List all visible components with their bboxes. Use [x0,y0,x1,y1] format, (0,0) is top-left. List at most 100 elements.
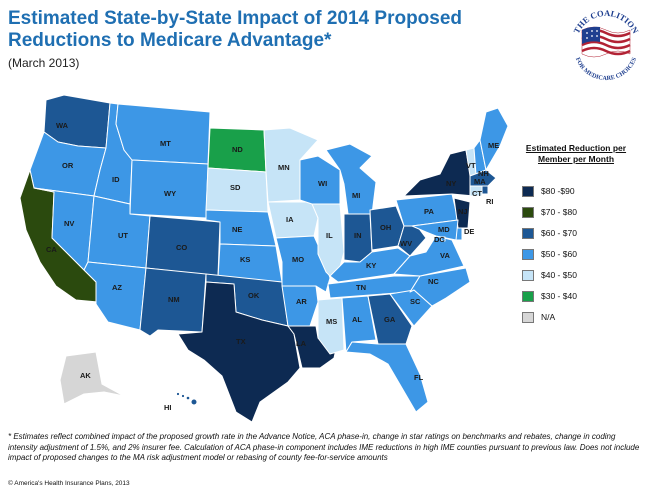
label-ME: ME [488,141,499,150]
state-WV[interactable] [397,221,427,257]
label-MS: MS [326,317,337,326]
label-SC: SC [410,297,421,306]
legend-item: N/A [522,307,642,327]
state-ME[interactable] [479,107,509,171]
legend-label: $60 - $70 [541,228,577,238]
label-MD: MD [438,225,450,234]
label-OR: OR [62,161,74,170]
label-NH: NH [478,169,489,178]
state-MS[interactable] [317,297,345,355]
label-FL: FL [414,373,424,382]
coalition-logo: THE COALITION FOR MEDICARE CHOICES [571,8,641,82]
label-HI: HI [164,403,172,412]
state-AK[interactable] [59,351,125,405]
label-NY: NY [446,179,456,188]
legend-items: $80 -$90 $70 - $80 $60 - $70 $50 - $60 $40 -… [522,181,642,327]
legend-item: $60 - $70 [522,223,642,243]
state-AL[interactable] [341,295,377,353]
state-NY[interactable] [403,149,475,197]
flag-icon [581,26,631,58]
state-LA[interactable] [287,325,339,369]
legend-item: $40 - $50 [522,265,642,285]
label-NJ: NJ [458,207,468,216]
state-GA[interactable] [367,293,413,345]
legend-swatch [522,227,534,239]
legend-item: $80 -$90 [522,181,642,201]
legend-swatch [522,269,534,281]
legend-swatch [522,290,534,302]
legend-title: Estimated Reduction per Member per Month [525,143,627,164]
state-MD[interactable] [411,219,459,241]
label-CT: CT [472,189,482,198]
label-IN: IN [354,231,362,240]
state-FL[interactable] [345,341,429,413]
label-KS: KS [240,255,250,264]
label-PA: PA [424,207,434,216]
label-WY: WY [164,189,176,198]
label-SD: SD [230,183,241,192]
state-TX[interactable] [177,281,301,423]
label-MN: MN [278,163,290,172]
label-RI: RI [486,197,494,206]
legend-label: $80 -$90 [541,186,575,196]
page-subtitle: (March 2013) [8,56,80,70]
label-IA: IA [286,215,294,224]
label-LA: LA [296,339,307,348]
label-MA: MA [474,177,486,186]
label-MI: MI [352,191,360,200]
label-WV: WV [400,239,412,248]
legend-label: $70 - $80 [541,207,577,217]
label-DE: DE [464,227,474,236]
label-KY: KY [366,261,376,270]
page-title: Estimated State-by-State Impact of 2014 … [8,8,463,51]
label-AR: AR [296,297,307,306]
state-MA[interactable] [469,169,497,187]
footnote: * Estimates reflect combined impact of t… [8,432,640,462]
label-VA: VA [440,251,450,260]
state-RI[interactable] [481,185,489,195]
label-ND: ND [232,145,243,154]
state-labels: WA OR CA NV ID MT WY UT AZ CO NM ND SD N… [46,121,499,412]
legend: Estimated Reduction per Member per Month… [522,143,642,328]
state-HI[interactable] [175,391,198,406]
state-MI[interactable] [325,143,377,215]
state-CT[interactable] [469,185,483,197]
label-AK: AK [80,371,91,380]
label-OH: OH [380,223,391,232]
label-AL: AL [352,315,362,324]
state-MT[interactable] [115,103,211,165]
state-DC[interactable] [440,236,446,242]
label-WA: WA [56,121,69,130]
copyright: © America's Health Insurance Plans, 2013 [8,480,130,487]
label-ID: ID [112,175,120,184]
legend-swatch [522,311,534,323]
legend-label: $40 - $50 [541,270,577,280]
legend-swatch [522,206,534,218]
label-DC: DC [434,235,445,244]
label-NC: NC [428,277,439,286]
label-MT: MT [160,139,171,148]
legend-swatch [522,248,534,260]
label-CO: CO [176,243,187,252]
label-MO: MO [292,255,304,264]
legend-label: N/A [541,312,556,322]
state-KY[interactable] [329,247,411,283]
label-NM: NM [168,295,180,304]
label-NV: NV [64,219,74,228]
state-MO[interactable] [275,235,331,293]
label-VT: VT [466,161,476,170]
state-AR[interactable] [281,285,319,327]
legend-item: $70 - $80 [522,202,642,222]
label-UT: UT [118,231,128,240]
label-WI: WI [318,179,327,188]
legend-label: $50 - $60 [541,249,577,259]
label-AZ: AZ [112,283,122,292]
label-IL: IL [326,231,333,240]
label-NE: NE [232,225,242,234]
label-TN: TN [356,283,366,292]
label-GA: GA [384,315,396,324]
legend-label: $30 - $40 [541,291,577,301]
legend-item: $30 - $40 [522,286,642,306]
label-CA: CA [46,245,57,254]
